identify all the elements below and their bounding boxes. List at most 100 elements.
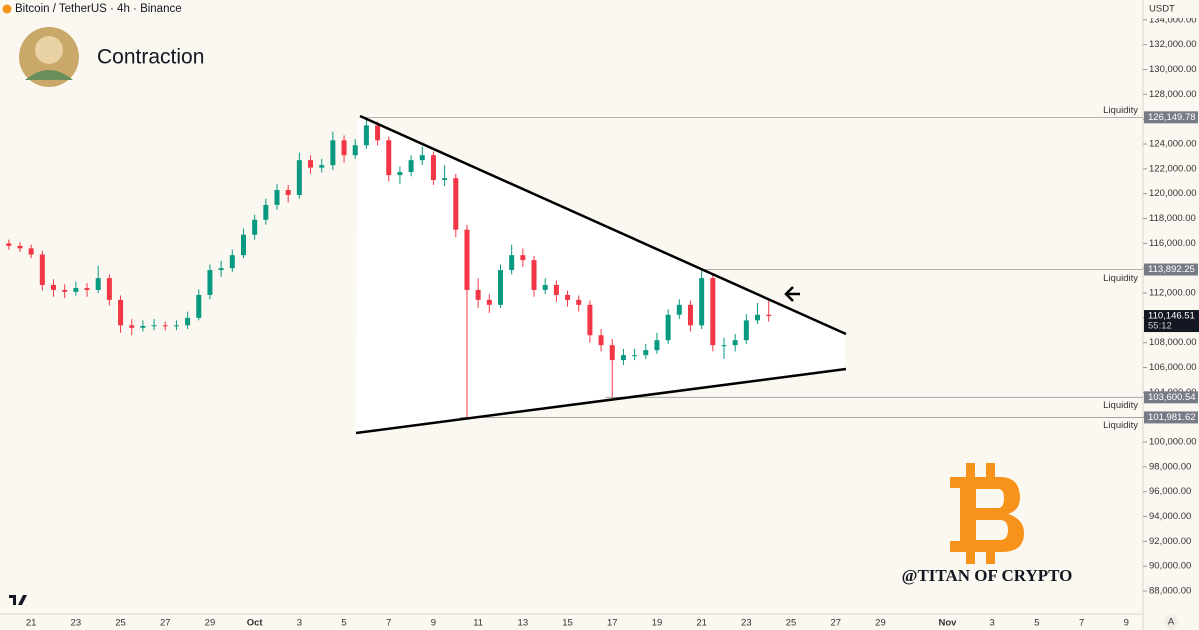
candle-body [95, 278, 101, 290]
x-tick-label: 9 [431, 618, 436, 629]
candle-body [397, 171, 403, 176]
candle-body [542, 284, 548, 290]
lower-trendline [355, 367, 847, 435]
labels: 126,149.78 Liquidity 113,892.25 Liquidity 10… [1103, 105, 1199, 431]
x-tick-label: 9 [1124, 618, 1129, 629]
y-tick-label: 108,000.00 [1149, 337, 1197, 348]
candle-body [118, 299, 124, 326]
level-note: Liquidity [1103, 273, 1138, 284]
x-tick-label: 21 [696, 618, 707, 629]
candle-body [285, 189, 291, 195]
candle-body [62, 289, 68, 292]
candle-body [755, 314, 761, 321]
last-price-box [1144, 310, 1199, 333]
candle-body [185, 317, 191, 326]
candle-body [710, 278, 716, 346]
candle-body [587, 304, 593, 336]
y-tick-label: 96,000.00 [1149, 486, 1191, 497]
level-note: Liquidity [1103, 400, 1138, 411]
y-tick-label: 134,000.00 [1149, 14, 1197, 25]
currency: USDT [1149, 4, 1175, 15]
y-tick-label: 120,000.00 [1149, 188, 1197, 199]
candle-body [576, 299, 582, 305]
candle-body [654, 340, 660, 351]
x-tick-label: 25 [786, 618, 797, 629]
candle-body [687, 304, 693, 326]
candle-body [352, 145, 358, 156]
candle-body [151, 325, 157, 327]
candle-body [263, 204, 269, 220]
scale-mode-button[interactable] [1164, 615, 1178, 629]
y-tick-label: 98,000.00 [1149, 461, 1191, 472]
candle-body [475, 289, 481, 300]
x-tick-label: 19 [652, 618, 663, 629]
y-tick-label: 94,000.00 [1149, 511, 1191, 522]
x-tick-label: 11 [473, 618, 483, 629]
candle-body [274, 189, 280, 205]
candle-body [39, 254, 45, 285]
candle-body [375, 125, 381, 141]
candle-body [643, 350, 649, 356]
candle-body [229, 255, 235, 269]
candle-body [531, 260, 537, 290]
candle-body [308, 160, 314, 168]
candle-body [743, 320, 749, 341]
x-tick-label: 3 [990, 618, 995, 629]
arrow [784, 286, 800, 302]
candle-body [17, 245, 23, 249]
candle-body [520, 255, 526, 261]
candle-body [51, 284, 56, 290]
candle-body [252, 219, 258, 235]
y-tick-label: 92,000.00 [1149, 536, 1191, 547]
candle-body [162, 325, 168, 327]
candle-body [28, 248, 34, 255]
candle-body [732, 340, 738, 346]
candle-body [240, 234, 246, 256]
x-tick-label: 23 [71, 618, 82, 629]
candle-body [218, 268, 224, 271]
candle-body [509, 255, 515, 271]
symbol-icon [2, 4, 12, 14]
level-label: 113,892.25 [1148, 264, 1195, 275]
candle-body [620, 355, 626, 361]
candle-body [498, 270, 503, 305]
y-tick-label: 130,000.00 [1149, 64, 1197, 75]
level-label: 126,149.78 [1148, 112, 1196, 123]
candle-body [73, 288, 79, 292]
x-tick-label: 17 [607, 618, 618, 629]
x-tick-label: 25 [115, 618, 126, 629]
x-tick-label: 21 [26, 618, 37, 629]
candle-body [341, 140, 347, 156]
x-tick-label: 27 [830, 618, 841, 629]
y-tick-label: 116,000.00 [1149, 238, 1196, 249]
candle-body [766, 314, 772, 317]
title: Contraction [97, 46, 204, 69]
candle-body [419, 155, 425, 161]
candle-body [173, 325, 179, 327]
y-tick-label: 118,000.00 [1149, 213, 1196, 224]
candle-body [598, 335, 604, 346]
x-tick-label: 13 [518, 618, 529, 629]
scale-mode[interactable]: A [1168, 617, 1175, 628]
candle-body [721, 345, 727, 347]
level-label-box [1144, 111, 1198, 124]
avatar-body [25, 70, 73, 80]
y-tick-label: 112,000.00 [1149, 288, 1196, 299]
candle-body [408, 160, 414, 172]
x-tick-label: 7 [1079, 618, 1084, 629]
level-note: Liquidity [1103, 105, 1138, 116]
x-tick-label: 27 [160, 618, 171, 629]
candles [6, 117, 772, 418]
level-label: 101,981.62 [1148, 412, 1196, 423]
x-tick-label: 3 [297, 618, 302, 629]
candle-body [609, 345, 615, 361]
candle-body [699, 278, 705, 326]
level-label-box [1144, 263, 1198, 276]
candle-body [632, 355, 638, 357]
candle-body [196, 294, 202, 318]
y-tick-label: 132,000.00 [1149, 39, 1197, 50]
watermark: @TITAN OF CRYPTO [902, 566, 1073, 585]
candle-body [6, 243, 12, 246]
